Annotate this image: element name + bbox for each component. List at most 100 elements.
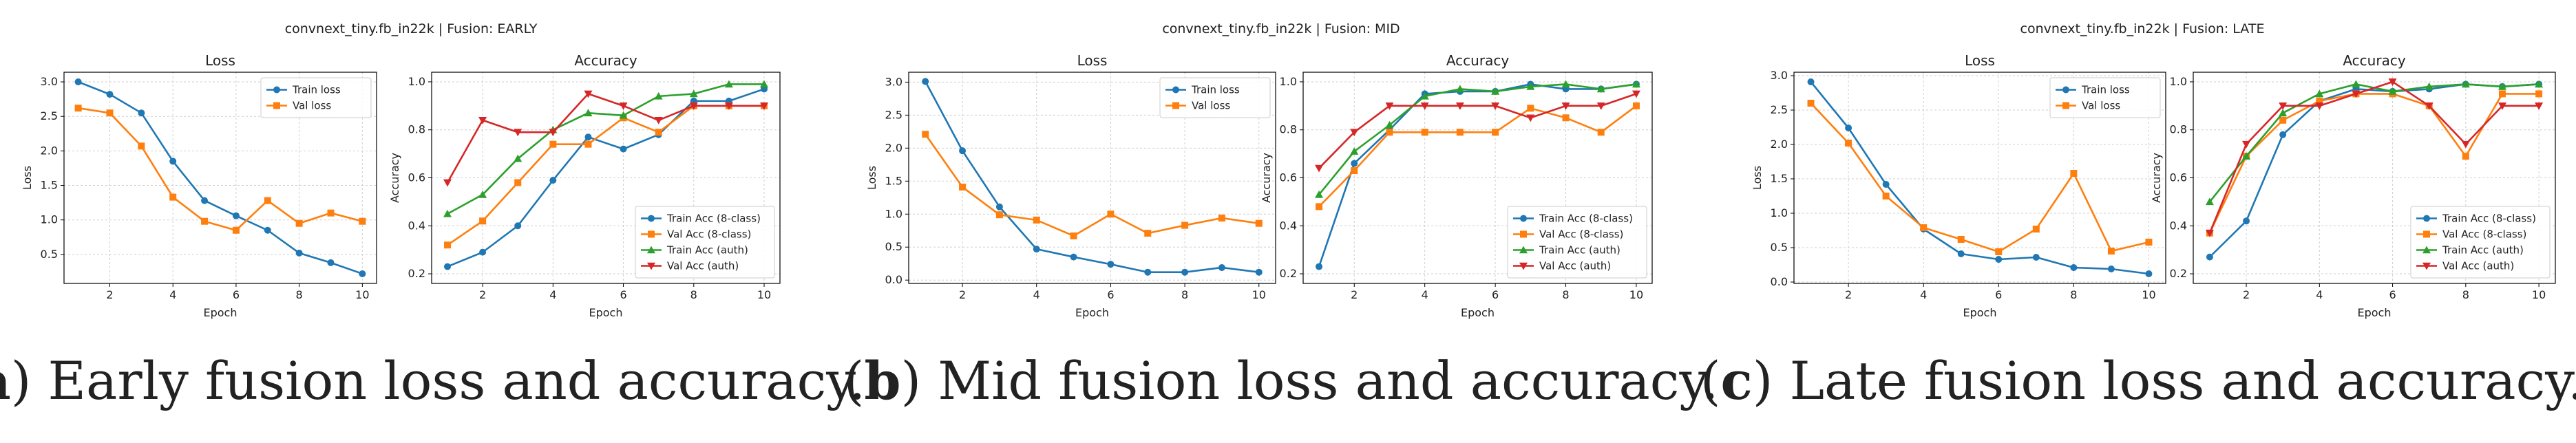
early-acc-series-2-point bbox=[654, 91, 663, 100]
mid-acc-series-2-point bbox=[1561, 80, 1570, 88]
early-loss-legend-swatch-marker bbox=[273, 102, 280, 109]
early-acc-legend-label: Train Acc (auth) bbox=[666, 244, 748, 257]
mid-loss-series-0-point bbox=[1144, 268, 1152, 276]
late-acc-ytick-label: 0.2 bbox=[2170, 267, 2187, 280]
late-acc-ytick-label: 0.4 bbox=[2170, 219, 2187, 232]
early-acc-ytick-label: 1.0 bbox=[408, 75, 425, 88]
early-acc-series-3-point bbox=[760, 102, 768, 110]
early-acc-series-1-point bbox=[655, 129, 662, 136]
early-acc-series-1-point bbox=[584, 140, 592, 148]
mid-loss-series-0-point bbox=[1255, 268, 1263, 276]
early-acc-series-2-point bbox=[760, 80, 768, 88]
late-acc-series-3-point bbox=[2461, 140, 2470, 149]
late-loss-series-0-point bbox=[1845, 125, 1852, 131]
early-loss-legend-label: Val loss bbox=[293, 100, 331, 112]
late-acc-legend-swatch-marker bbox=[2422, 246, 2431, 254]
late-loss-xtick-label: 10 bbox=[2142, 288, 2155, 301]
mid-acc-series-1-point bbox=[1386, 129, 1393, 136]
early-loss-series-1-point bbox=[74, 105, 82, 112]
early-acc-title: Accuracy bbox=[574, 52, 637, 69]
early-loss-series-1-point bbox=[106, 109, 114, 117]
mid-acc-series-2-point bbox=[1420, 91, 1429, 100]
mid-loss-xtick-label: 10 bbox=[1252, 288, 1266, 301]
late-loss-series-0-point bbox=[2107, 266, 2115, 272]
mid-acc-series-1-point bbox=[1597, 129, 1605, 136]
late-acc-series-1-point bbox=[2279, 116, 2287, 124]
mid-acc-series-1-point bbox=[1632, 102, 1640, 109]
mid-acc-xtick-label: 6 bbox=[1492, 288, 1499, 301]
mid-acc-series-0-line bbox=[1318, 83, 1637, 267]
late-acc-series-2-point bbox=[2461, 80, 2470, 88]
late-acc-xtick-label: 10 bbox=[2532, 288, 2546, 301]
early-acc-series-0-line bbox=[447, 88, 765, 268]
early-loss-series-0-point bbox=[327, 259, 335, 266]
mid-acc-series-3-point bbox=[1491, 102, 1500, 110]
mid-acc-series-3-point bbox=[1632, 90, 1640, 98]
late-loss-series-1-point bbox=[2070, 170, 2078, 177]
early-loss-ytick-label: 1.5 bbox=[41, 179, 58, 192]
late-acc-series-3-point bbox=[2352, 90, 2361, 98]
early-loss-ytick-label: 2.0 bbox=[41, 144, 58, 157]
mid-loss-series-0-point bbox=[995, 203, 1003, 210]
mid-loss-series-0-line bbox=[925, 80, 1259, 273]
early-acc-series-3-point bbox=[724, 102, 733, 110]
early-loss-xtick-label: 10 bbox=[355, 288, 369, 301]
early-loss-title: Loss bbox=[205, 52, 235, 69]
late-acc-series-1-point bbox=[2316, 97, 2323, 105]
mid-acc-series-3-point bbox=[1455, 102, 1464, 110]
mid-loss-series-1-point bbox=[1255, 219, 1263, 227]
late-loss-ytick-label: 0.0 bbox=[1771, 275, 1788, 288]
late-loss-series-1-line bbox=[1810, 102, 2149, 253]
mid-acc-legend-label: Val Acc (8-class) bbox=[1539, 228, 1623, 241]
early-loss-series-0-point bbox=[264, 226, 271, 234]
late-acc-series-2-point bbox=[2315, 89, 2324, 98]
mid-acc-series-1-line bbox=[1318, 105, 1637, 208]
late-acc-legend-label: Val Acc (8-class) bbox=[2442, 228, 2526, 241]
mid-loss-xtick-label: 6 bbox=[1107, 288, 1114, 301]
mid-loss-series-1-point bbox=[1144, 230, 1152, 237]
mid-loss-plot: 2 4 6 8 10 0.0 0.5 1.0 1.5 2.0 2.5 3.0 Loss Epoch Loss… bbox=[865, 52, 1276, 319]
early-acc-series-3-point bbox=[584, 90, 593, 98]
early-acc-ytick-label: 0.2 bbox=[408, 267, 425, 280]
early-loss-xtick-label: 4 bbox=[169, 288, 176, 301]
mid-acc-xlabel: Epoch bbox=[1461, 306, 1495, 319]
mid-acc-series-3-point bbox=[1385, 102, 1394, 110]
late-loss-ytick-label: 0.5 bbox=[1771, 241, 1788, 254]
late-acc-series-3-point bbox=[2388, 78, 2397, 86]
early-acc-series-2-point bbox=[478, 190, 487, 198]
early-loss-series-1-point bbox=[327, 209, 335, 217]
early-acc-legend-box bbox=[635, 206, 775, 279]
caption-a: (a) Early fusion loss and accuracy. bbox=[0, 350, 865, 411]
mid-accuracy-plot: 2 4 6 8 10 0.2 0.4 0.6 0.8 1.0 Accuracy Epoch Accura… bbox=[1260, 52, 1653, 319]
late-loss-series-0-point bbox=[1807, 78, 1815, 85]
mid-acc-series-2-point bbox=[1455, 85, 1464, 93]
early-loss-series-1-point bbox=[169, 193, 177, 201]
mid-loss-series-0-point bbox=[922, 78, 929, 85]
early-acc-series-3-point bbox=[654, 116, 663, 125]
mid-loss-legend-swatch-marker bbox=[1172, 86, 1179, 94]
early-loss-series-1-point bbox=[295, 219, 303, 227]
late-acc-series-3-point bbox=[2279, 102, 2288, 110]
mid-loss-ytick-label: 1.5 bbox=[885, 174, 902, 187]
caption-c-open-paren: ( bbox=[1700, 350, 1721, 411]
early-acc-series-0-point bbox=[620, 145, 627, 153]
early-acc-series-3-point bbox=[514, 129, 522, 137]
early-loss-series-1-point bbox=[264, 197, 271, 204]
mid-loss-title: Loss bbox=[1077, 52, 1108, 69]
mid-acc-legend-swatch-marker bbox=[1520, 230, 1527, 238]
early-accuracy-plot: 2 4 6 8 10 0.2 0.4 0.6 0.8 1.0 Accuracy Epoch Accura… bbox=[388, 52, 781, 319]
early-loss-series-0-point bbox=[106, 91, 114, 98]
mid-loss-series-1-point bbox=[1033, 216, 1040, 224]
mid-loss-series-0-point bbox=[1107, 261, 1115, 268]
early-acc-xtick-label: 8 bbox=[690, 288, 697, 301]
mid-loss-legend-swatch-marker bbox=[1172, 102, 1179, 109]
early-acc-xlabel: Epoch bbox=[589, 306, 623, 319]
late-acc-series-2-point bbox=[2498, 82, 2506, 90]
panel-c-title: convnext_tiny.fb_in22k | Fusion: LATE bbox=[2020, 21, 2265, 36]
mid-acc-xtick-label: 4 bbox=[1422, 288, 1428, 301]
early-acc-legend-swatch-marker bbox=[648, 230, 655, 238]
late-loss-xtick-label: 4 bbox=[1920, 288, 1927, 301]
early-loss-legend-box bbox=[260, 77, 372, 118]
mid-loss-axes-frame bbox=[908, 72, 1276, 284]
early-acc-xtick-label: 2 bbox=[479, 288, 486, 301]
